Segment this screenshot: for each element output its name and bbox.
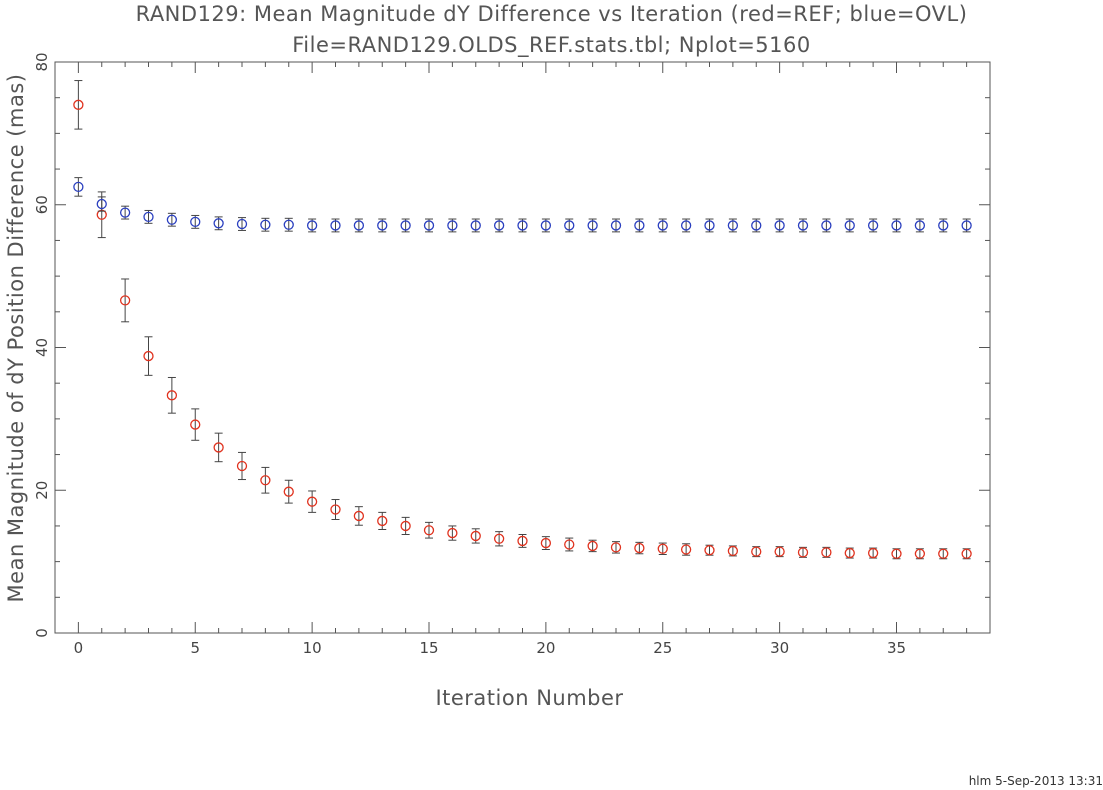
y-tick-label: 80 bbox=[33, 52, 51, 71]
data-point-ovl bbox=[330, 220, 341, 231]
data-point-ref bbox=[493, 533, 505, 544]
data-point-ref bbox=[190, 419, 201, 430]
data-point-ovl bbox=[306, 220, 318, 231]
data-point-ref bbox=[961, 548, 972, 559]
data-point-ref bbox=[704, 545, 715, 556]
data-point-ref bbox=[587, 540, 598, 552]
data-point-ovl bbox=[400, 220, 411, 231]
data-point-ref bbox=[236, 460, 248, 472]
x-tick-label: 15 bbox=[419, 639, 438, 657]
data-point-ovl bbox=[260, 219, 271, 230]
data-point-ref bbox=[73, 99, 84, 110]
data-point-ovl bbox=[423, 220, 435, 231]
data-point-ref bbox=[844, 547, 855, 559]
x-tick-label: 20 bbox=[536, 639, 555, 657]
data-point-ref bbox=[470, 530, 481, 542]
data-point-ovl bbox=[73, 181, 84, 193]
data-point-ref bbox=[938, 548, 949, 559]
x-axis-label: Iteration Number bbox=[435, 686, 624, 710]
data-point-ref bbox=[283, 486, 294, 497]
data-point-ref bbox=[657, 543, 668, 554]
chart-subtitle: File=RAND129.OLDS_REF.stats.tbl; Nplot=5… bbox=[292, 33, 811, 57]
data-point-ref bbox=[330, 504, 341, 515]
data-point-ovl bbox=[657, 220, 668, 231]
data-point-ovl bbox=[517, 220, 528, 231]
data-point-ovl bbox=[96, 198, 107, 210]
data-point-ovl bbox=[540, 220, 552, 231]
data-point-ref bbox=[213, 442, 224, 453]
data-point-ref bbox=[680, 544, 692, 555]
data-point-ref bbox=[891, 548, 902, 559]
data-point-ref bbox=[119, 295, 131, 306]
data-point-ref bbox=[166, 390, 178, 401]
data-point-ref bbox=[353, 510, 365, 522]
data-point-ovl bbox=[634, 220, 645, 231]
data-point-ovl bbox=[119, 207, 131, 218]
data-point-ref bbox=[634, 542, 645, 554]
y-tick-label: 0 bbox=[33, 628, 51, 638]
data-point-ref bbox=[423, 525, 435, 536]
data-point-ref bbox=[540, 537, 552, 549]
data-point-ref bbox=[821, 547, 832, 558]
data-point-ref bbox=[751, 546, 762, 557]
data-point-ovl bbox=[447, 220, 458, 231]
data-point-ovl bbox=[938, 220, 949, 231]
data-point-ovl bbox=[283, 219, 294, 230]
x-tick-label: 35 bbox=[887, 639, 906, 657]
x-tick-label: 0 bbox=[74, 639, 84, 657]
data-point-ovl bbox=[844, 220, 855, 231]
data-point-ref bbox=[517, 535, 528, 547]
y-tick-label: 40 bbox=[33, 338, 51, 357]
data-point-ref bbox=[306, 496, 318, 507]
data-point-ovl bbox=[821, 220, 832, 231]
data-point-ref bbox=[377, 515, 388, 527]
data-point-ref bbox=[774, 546, 785, 557]
data-point-ovl bbox=[143, 211, 154, 223]
data-point-ovl bbox=[213, 218, 224, 229]
y-tick-label: 20 bbox=[33, 481, 51, 500]
data-point-ref bbox=[564, 539, 575, 550]
data-point-ref bbox=[143, 350, 154, 362]
data-point-ovl bbox=[961, 220, 972, 231]
data-point-ovl bbox=[704, 220, 715, 231]
data-point-ovl bbox=[377, 220, 388, 231]
footer-timestamp: hlm 5-Sep-2013 13:31 bbox=[968, 774, 1103, 788]
data-point-ref bbox=[610, 542, 622, 553]
data-point-ref bbox=[797, 547, 809, 558]
data-point-ovl bbox=[891, 220, 902, 231]
data-point-ref bbox=[867, 547, 879, 559]
data-point-ovl bbox=[166, 214, 178, 225]
data-point-ref bbox=[260, 475, 271, 486]
chart-title: RAND129: Mean Magnitude dY Difference vs… bbox=[135, 2, 968, 26]
data-point-ovl bbox=[774, 220, 785, 231]
x-tick-label: 30 bbox=[770, 639, 789, 657]
data-point-ovl bbox=[353, 220, 365, 231]
data-point-ovl bbox=[587, 220, 598, 231]
data-point-ovl bbox=[751, 220, 762, 231]
data-point-ovl bbox=[236, 218, 248, 230]
data-point-ovl bbox=[564, 220, 575, 231]
data-point-ref bbox=[914, 548, 926, 559]
data-point-ref bbox=[727, 545, 739, 557]
data-point-ovl bbox=[493, 220, 505, 231]
data-point-ovl bbox=[797, 220, 809, 231]
data-point-ovl bbox=[727, 220, 739, 231]
y-tick-label: 60 bbox=[33, 195, 51, 214]
data-point-ovl bbox=[610, 220, 622, 231]
data-point-ovl bbox=[680, 220, 692, 231]
data-point-ovl bbox=[470, 220, 481, 231]
x-tick-label: 5 bbox=[190, 639, 200, 657]
x-tick-label: 25 bbox=[653, 639, 672, 657]
data-point-ovl bbox=[867, 220, 879, 231]
data-point-ovl bbox=[190, 216, 201, 228]
x-tick-label: 10 bbox=[303, 639, 322, 657]
data-point-ref bbox=[447, 527, 458, 539]
data-point-ovl bbox=[914, 220, 926, 231]
data-point-ref bbox=[400, 520, 411, 532]
